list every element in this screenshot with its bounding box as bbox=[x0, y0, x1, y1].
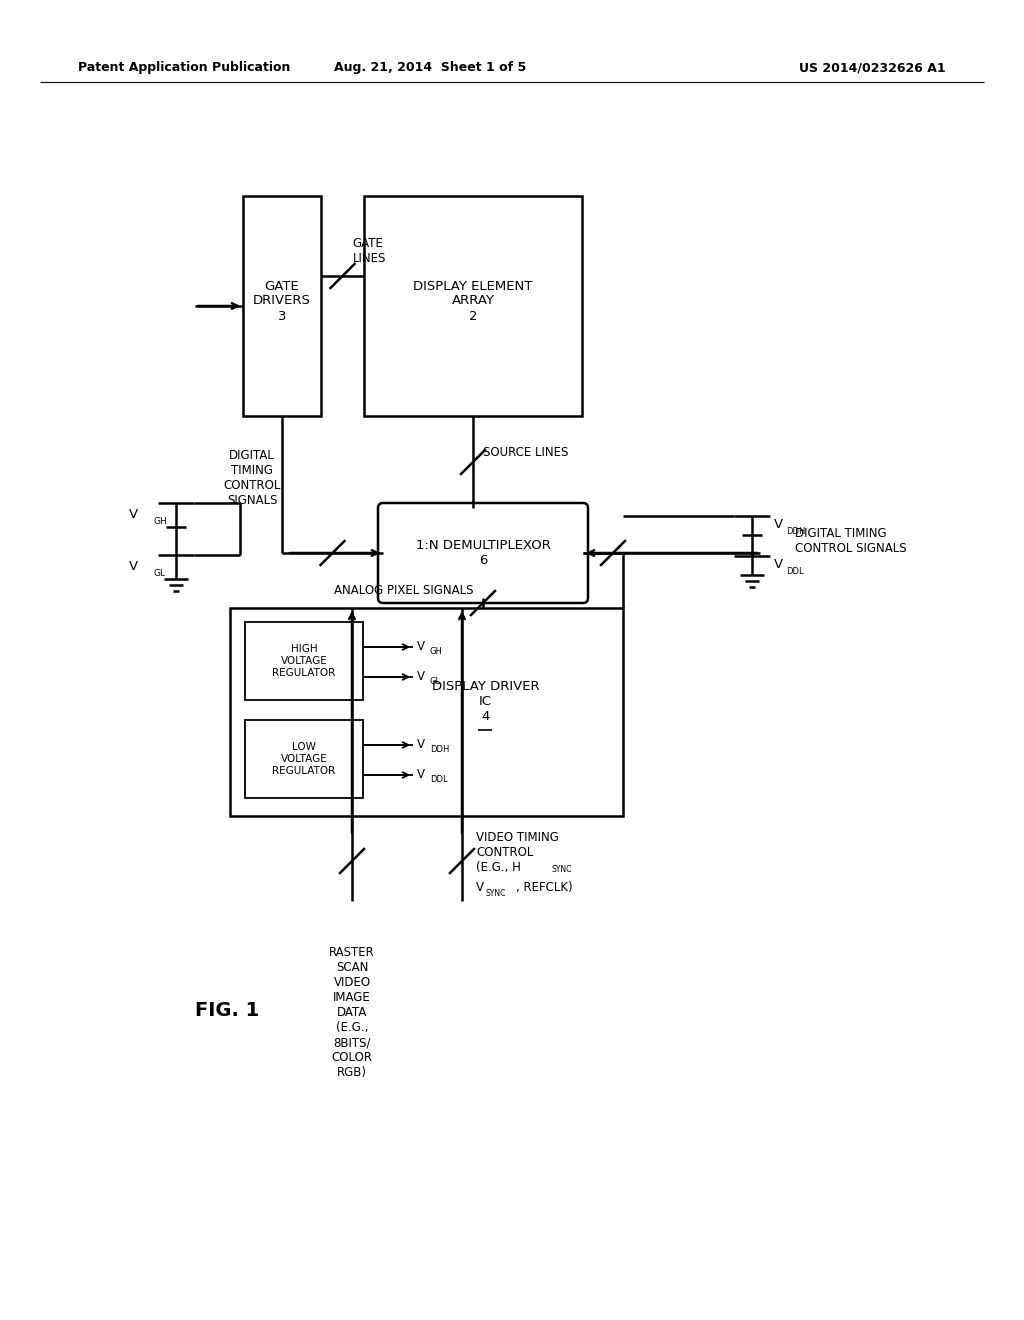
Text: RASTER
SCAN
VIDEO
IMAGE
DATA
(E.G.,
8BITS/
COLOR
RGB): RASTER SCAN VIDEO IMAGE DATA (E.G., 8BIT… bbox=[329, 946, 375, 1078]
Text: V: V bbox=[417, 738, 425, 751]
Text: SOURCE LINES: SOURCE LINES bbox=[483, 446, 568, 458]
Text: V: V bbox=[774, 557, 783, 570]
Bar bbox=[364, 195, 582, 416]
Text: GH: GH bbox=[154, 517, 168, 527]
Text: DDL: DDL bbox=[786, 566, 804, 576]
Text: GATE
DRIVERS
3: GATE DRIVERS 3 bbox=[253, 280, 311, 322]
Text: HIGH
VOLTAGE
REGULATOR: HIGH VOLTAGE REGULATOR bbox=[272, 644, 336, 677]
Text: V: V bbox=[476, 880, 484, 894]
Text: GATE
LINES: GATE LINES bbox=[352, 238, 386, 265]
Text: 1:N DEMULTIPLEXOR
6: 1:N DEMULTIPLEXOR 6 bbox=[416, 539, 551, 568]
Text: V: V bbox=[129, 560, 138, 573]
Bar bbox=[243, 195, 321, 416]
Text: V: V bbox=[417, 640, 425, 653]
Text: Patent Application Publication: Patent Application Publication bbox=[78, 62, 291, 74]
Text: DDL: DDL bbox=[430, 776, 447, 784]
FancyBboxPatch shape bbox=[378, 503, 588, 603]
Text: FIG. 1: FIG. 1 bbox=[195, 1001, 259, 1019]
Bar bbox=[245, 622, 362, 700]
Text: SYNC: SYNC bbox=[552, 865, 572, 874]
Text: DDH: DDH bbox=[786, 527, 805, 536]
Text: SYNC: SYNC bbox=[486, 888, 507, 898]
Bar bbox=[245, 719, 362, 799]
Text: DIGITAL TIMING
CONTROL SIGNALS: DIGITAL TIMING CONTROL SIGNALS bbox=[795, 527, 906, 554]
Text: , REFCLK): , REFCLK) bbox=[516, 880, 572, 894]
Text: V: V bbox=[417, 768, 425, 781]
Text: GH: GH bbox=[430, 648, 442, 656]
Text: VIDEO TIMING
CONTROL
(E.G., H: VIDEO TIMING CONTROL (E.G., H bbox=[476, 832, 559, 874]
Bar bbox=[230, 609, 623, 816]
Text: DDH: DDH bbox=[430, 746, 450, 755]
Text: GL: GL bbox=[154, 569, 166, 578]
Text: US 2014/0232626 A1: US 2014/0232626 A1 bbox=[800, 62, 946, 74]
Text: V: V bbox=[129, 507, 138, 520]
Text: Aug. 21, 2014  Sheet 1 of 5: Aug. 21, 2014 Sheet 1 of 5 bbox=[334, 62, 526, 74]
Text: V: V bbox=[417, 671, 425, 684]
Text: V: V bbox=[774, 517, 783, 531]
Text: DISPLAY ELEMENT
ARRAY
2: DISPLAY ELEMENT ARRAY 2 bbox=[414, 280, 532, 322]
Text: LOW
VOLTAGE
REGULATOR: LOW VOLTAGE REGULATOR bbox=[272, 742, 336, 776]
Text: DISPLAY DRIVER
IC
4: DISPLAY DRIVER IC 4 bbox=[432, 680, 540, 723]
Text: DIGITAL
TIMING
CONTROL
SIGNALS: DIGITAL TIMING CONTROL SIGNALS bbox=[223, 449, 281, 507]
Text: GL: GL bbox=[430, 677, 441, 686]
Text: ANALOG PIXEL SIGNALS: ANALOG PIXEL SIGNALS bbox=[334, 585, 473, 598]
